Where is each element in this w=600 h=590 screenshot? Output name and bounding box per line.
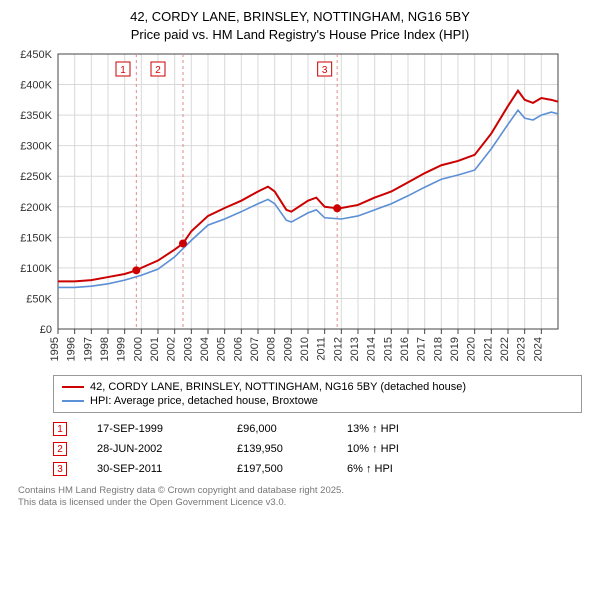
- svg-text:£200K: £200K: [20, 202, 52, 214]
- svg-text:1996: 1996: [66, 337, 78, 361]
- svg-text:1998: 1998: [99, 337, 111, 361]
- svg-text:2000: 2000: [132, 337, 144, 361]
- svg-text:2004: 2004: [199, 337, 211, 361]
- line-chart-svg: £0 £50K £100K £150K £200K £250K £300K £350K £400…: [8, 49, 568, 369]
- svg-text:1999: 1999: [116, 337, 128, 361]
- chart-title: 42, CORDY LANE, BRINSLEY, NOTTINGHAM, NG…: [8, 8, 592, 43]
- svg-text:2009: 2009: [282, 337, 294, 361]
- svg-text:£50K: £50K: [26, 294, 52, 306]
- svg-text:3: 3: [322, 65, 328, 76]
- footer-attribution: Contains HM Land Registry data © Crown c…: [18, 485, 582, 510]
- svg-text:2005: 2005: [216, 337, 228, 361]
- transaction-date: 17-SEP-1999: [97, 423, 207, 435]
- svg-text:2011: 2011: [316, 337, 328, 361]
- plot-area: £0 £50K £100K £150K £200K £250K £300K £350K £400…: [8, 49, 592, 369]
- svg-text:2001: 2001: [149, 337, 161, 361]
- legend-label: HPI: Average price, detached house, Brox…: [90, 395, 318, 407]
- svg-text:2020: 2020: [466, 337, 478, 361]
- legend-item: 42, CORDY LANE, BRINSLEY, NOTTINGHAM, NG…: [62, 380, 573, 394]
- transaction-row: 1 17-SEP-1999 £96,000 13% ↑ HPI: [53, 419, 582, 439]
- title-line1: 42, CORDY LANE, BRINSLEY, NOTTINGHAM, NG…: [8, 8, 592, 26]
- transaction-delta: 6% ↑ HPI: [347, 463, 393, 475]
- svg-text:2003: 2003: [182, 337, 194, 361]
- svg-text:2015: 2015: [382, 337, 394, 361]
- title-line2: Price paid vs. HM Land Registry's House …: [8, 26, 592, 44]
- svg-text:£0: £0: [40, 324, 52, 336]
- footer-line1: Contains HM Land Registry data © Crown c…: [18, 485, 582, 497]
- footer-line2: This data is licensed under the Open Gov…: [18, 497, 582, 509]
- svg-text:2014: 2014: [366, 337, 378, 361]
- svg-text:2024: 2024: [532, 337, 544, 361]
- legend-item: HPI: Average price, detached house, Brox…: [62, 394, 573, 408]
- svg-text:2018: 2018: [432, 337, 444, 361]
- transaction-row: 2 28-JUN-2002 £139,950 10% ↑ HPI: [53, 439, 582, 459]
- svg-text:1995: 1995: [49, 337, 61, 361]
- transaction-date: 28-JUN-2002: [97, 443, 207, 455]
- svg-text:2013: 2013: [349, 337, 361, 361]
- legend-swatch: [62, 386, 84, 388]
- svg-text:2: 2: [155, 65, 161, 76]
- svg-text:£250K: £250K: [20, 171, 52, 183]
- chart-container: 42, CORDY LANE, BRINSLEY, NOTTINGHAM, NG…: [0, 0, 600, 518]
- svg-text:2021: 2021: [482, 337, 494, 361]
- transaction-price: £96,000: [237, 423, 317, 435]
- transaction-date: 30-SEP-2011: [97, 463, 207, 475]
- transaction-delta: 10% ↑ HPI: [347, 443, 399, 455]
- transaction-row: 3 30-SEP-2011 £197,500 6% ↑ HPI: [53, 459, 582, 479]
- transaction-price: £139,950: [237, 443, 317, 455]
- svg-text:2008: 2008: [266, 337, 278, 361]
- svg-text:£300K: £300K: [20, 141, 52, 153]
- svg-text:£100K: £100K: [20, 263, 52, 275]
- svg-text:1997: 1997: [82, 337, 94, 361]
- svg-text:2002: 2002: [166, 337, 178, 361]
- svg-text:£350K: £350K: [20, 110, 52, 122]
- transaction-index: 1: [53, 422, 67, 436]
- svg-text:2019: 2019: [449, 337, 461, 361]
- legend: 42, CORDY LANE, BRINSLEY, NOTTINGHAM, NG…: [53, 375, 582, 413]
- svg-text:2022: 2022: [499, 337, 511, 361]
- legend-label: 42, CORDY LANE, BRINSLEY, NOTTINGHAM, NG…: [90, 381, 466, 393]
- svg-text:2012: 2012: [332, 337, 344, 361]
- svg-text:2016: 2016: [399, 337, 411, 361]
- transaction-index: 3: [53, 462, 67, 476]
- transaction-index: 2: [53, 442, 67, 456]
- legend-swatch: [62, 400, 84, 402]
- svg-text:2010: 2010: [299, 337, 311, 361]
- transaction-price: £197,500: [237, 463, 317, 475]
- transaction-table: 1 17-SEP-1999 £96,000 13% ↑ HPI 2 28-JUN-2002…: [53, 419, 582, 479]
- svg-text:2007: 2007: [249, 337, 261, 361]
- svg-text:1: 1: [120, 65, 126, 76]
- transaction-delta: 13% ↑ HPI: [347, 423, 399, 435]
- svg-text:2017: 2017: [416, 337, 428, 361]
- svg-text:£400K: £400K: [20, 80, 52, 92]
- svg-text:£450K: £450K: [20, 49, 52, 61]
- svg-text:£150K: £150K: [20, 232, 52, 244]
- svg-text:2023: 2023: [516, 337, 528, 361]
- svg-text:2006: 2006: [232, 337, 244, 361]
